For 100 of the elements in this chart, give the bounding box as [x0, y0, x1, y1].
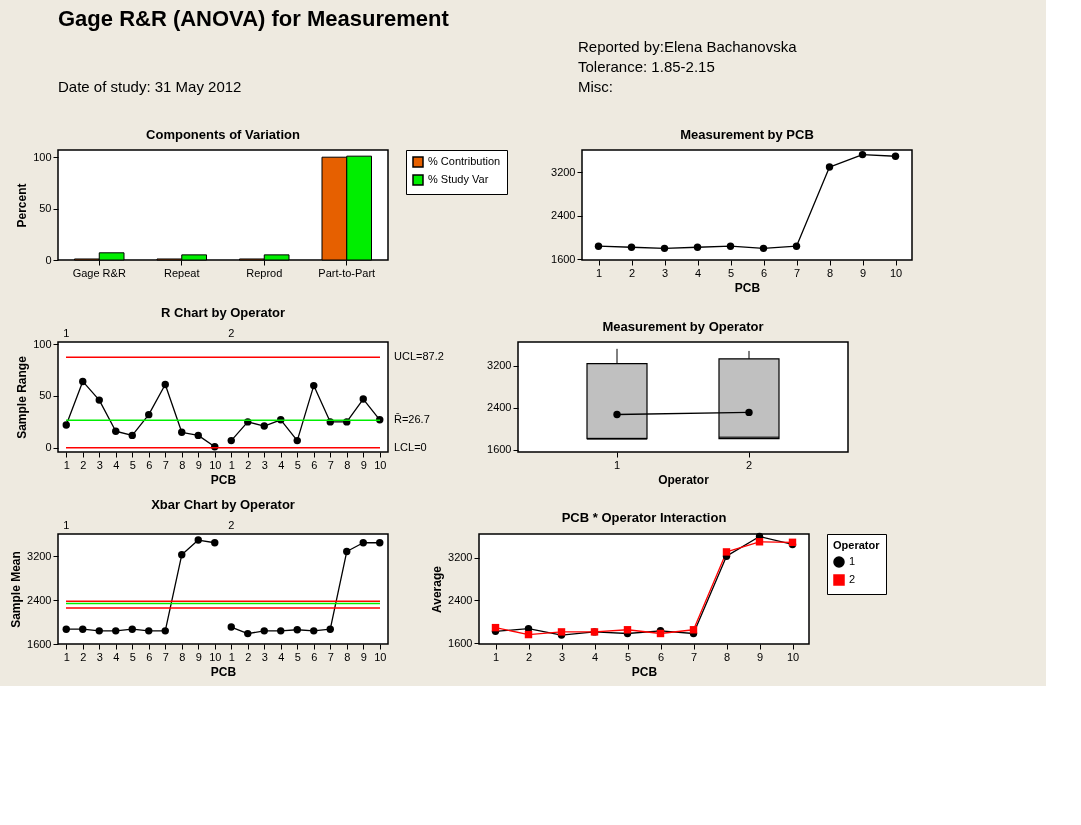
x-tick-label: 10	[374, 650, 387, 663]
x-tick-label: 4	[278, 458, 285, 471]
x-tick-label: 10	[374, 458, 387, 471]
x-tick-label: 10	[209, 650, 222, 663]
x-tick-label: 8	[344, 650, 351, 663]
point	[260, 422, 268, 430]
point	[194, 536, 202, 544]
x-tick-label: 5	[129, 458, 136, 471]
x-tick-label: 4	[591, 650, 599, 663]
text: Tolerance: 1.85-2.15	[578, 58, 715, 75]
x-tick-label: 9	[360, 650, 367, 663]
point	[660, 244, 669, 253]
y-tick-label: 1600	[27, 637, 52, 650]
x-axis-title: PCB	[210, 472, 237, 487]
legend-label: % Study Var	[428, 173, 489, 185]
point	[594, 242, 603, 250]
chart-title: Measurement by Operator	[602, 319, 764, 334]
point	[161, 380, 169, 389]
x-tick-label: 3	[261, 650, 268, 663]
point	[792, 242, 801, 250]
x-tick-label: 3	[261, 458, 268, 471]
x-tick-label: 2	[80, 650, 87, 663]
ref-line-label: LCL=0	[394, 440, 427, 453]
x-tick-label: 1	[228, 650, 235, 663]
text: 1	[63, 327, 70, 339]
y-tick-label: 3200	[448, 551, 473, 564]
x-tick-label: 7	[327, 650, 334, 663]
point	[194, 431, 202, 440]
y-tick-label: 50	[39, 202, 52, 215]
x-tick-label: 5	[294, 458, 301, 471]
x-tick-label: Part-to-Part	[318, 266, 376, 279]
point	[277, 627, 285, 635]
point	[343, 547, 351, 556]
point	[627, 243, 636, 251]
point	[693, 243, 702, 251]
y-tick-label: 0	[45, 253, 52, 266]
point	[260, 627, 268, 635]
x-tick-label: 4	[113, 458, 120, 471]
x-tick-label: 4	[694, 266, 702, 279]
x-tick-label: 3	[96, 458, 103, 471]
ref-line-label: R̄=26.7	[394, 413, 430, 426]
text: Gage R&R (ANOVA) for Measurement	[58, 6, 450, 31]
point	[145, 410, 153, 419]
x-tick-label: Gage R&R	[72, 266, 126, 279]
point	[128, 431, 136, 440]
x-tick-label: 2	[245, 458, 252, 471]
x-tick-label: 5	[624, 650, 632, 663]
legend-title: Operator	[833, 539, 881, 551]
text: 2	[228, 519, 235, 531]
x-tick-label: 6	[311, 458, 318, 471]
x-tick-label: 5	[727, 266, 735, 279]
text: 2	[228, 327, 235, 339]
x-tick-label: 10	[786, 650, 800, 663]
x-tick-label: 8	[179, 458, 186, 471]
y-tick-label: 100	[33, 337, 52, 350]
y-axis-title: Sample Mean	[9, 551, 24, 628]
y-axis-title: Average	[430, 565, 445, 613]
x-tick-label: 9	[195, 650, 202, 663]
text: Reported by:Elena Bachanovska	[578, 38, 798, 55]
ref-line-label: UCL=87.2	[394, 350, 444, 363]
x-tick-label: 1	[63, 458, 70, 471]
point	[128, 625, 136, 633]
x-tick-label: 1	[492, 650, 500, 663]
x-tick-label: 5	[294, 650, 301, 663]
point	[359, 539, 367, 547]
y-tick-label: 0	[45, 441, 52, 454]
chart-title: Xbar Chart by Operator	[151, 497, 295, 512]
x-tick-label: 10	[209, 458, 222, 471]
legend-label: 1	[849, 555, 856, 567]
y-tick-label: 100	[33, 150, 52, 163]
point	[161, 627, 169, 635]
x-tick-label: 10	[889, 266, 903, 279]
x-tick-label: 3	[661, 266, 669, 279]
x-tick-label: 7	[690, 650, 698, 663]
point	[359, 395, 367, 403]
point	[62, 625, 70, 633]
x-tick-label: 9	[195, 458, 202, 471]
point	[293, 626, 301, 634]
chart-title: PCB * Operator Interaction	[561, 509, 727, 525]
x-tick-label: 1	[228, 458, 235, 471]
x-tick-label: 6	[146, 650, 153, 663]
chart-title: Measurement by PCB	[680, 127, 814, 142]
point	[178, 428, 186, 436]
legend-label: 2	[849, 573, 856, 585]
x-tick-label: 2	[628, 266, 636, 279]
y-tick-label: 2400	[448, 593, 473, 606]
x-tick-label: 8	[826, 266, 834, 279]
y-axis-title: Sample Range	[15, 355, 30, 439]
point	[178, 551, 186, 559]
x-tick-label: 6	[657, 650, 665, 663]
x-tick-label: 9	[859, 266, 867, 279]
chart-title: R Chart by Operator	[160, 305, 286, 320]
point	[95, 627, 103, 635]
y-tick-label: 2400	[27, 593, 52, 606]
x-tick-label: 6	[146, 458, 153, 471]
y-tick-label: 50	[39, 389, 52, 402]
point	[376, 539, 384, 547]
x-tick-label: 1	[595, 266, 603, 279]
x-tick-label: 7	[327, 458, 334, 471]
x-axis-title: Operator	[658, 472, 710, 487]
